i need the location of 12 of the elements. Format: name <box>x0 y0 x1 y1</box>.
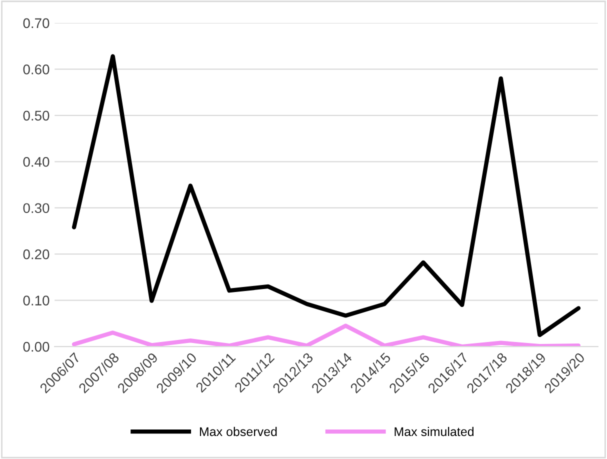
y-tick-label: 0.70 <box>23 18 50 28</box>
y-tick-label: 0.10 <box>23 296 50 306</box>
legend-label: Max observed <box>200 426 277 436</box>
y-tick-label: 0.60 <box>23 64 50 74</box>
y-tick-label: 0.50 <box>23 110 50 121</box>
line-series <box>72 324 581 347</box>
y-tick-label: 0.00 <box>23 342 50 352</box>
y-tick-label: 0.30 <box>23 203 50 214</box>
legend-label: Max simulated <box>394 426 474 436</box>
y-tick-label: 0.20 <box>23 249 50 260</box>
line-series <box>72 54 581 338</box>
y-tick-label: 0.40 <box>23 156 50 167</box>
